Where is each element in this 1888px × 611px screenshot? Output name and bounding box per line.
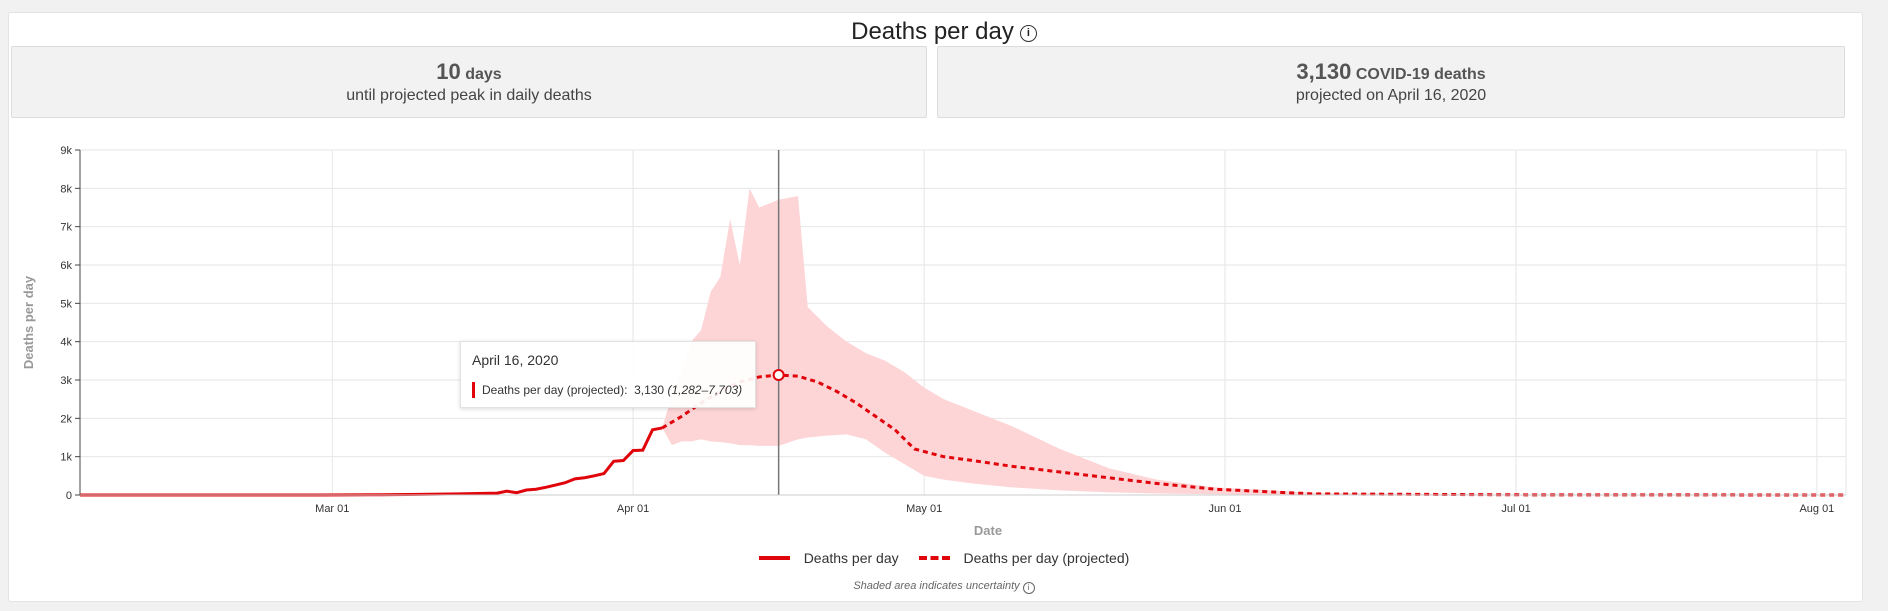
legend-projected-label: Deaths per day (projected) [963,550,1130,566]
x-tick-label: May 01 [906,503,942,515]
y-axis-title: Deaths per day [21,275,36,369]
x-tick-label: Aug 01 [1799,503,1834,515]
tick-labels: 0 1k 2k 3k 4k 5k 6k 7k 8k 9k Mar 01 Apr 01 May 01 Jun… [60,145,1834,515]
legend-item-actual[interactable]: Deaths per day [758,550,899,566]
y-tick-label: 7k [60,222,72,234]
tooltip-label: Deaths per day (projected): [482,383,628,397]
tooltip-date: April 16, 2020 [472,352,559,368]
x-tick-label: Mar 01 [315,503,349,515]
uncertainty-footnote: Shaded area indicates uncertainty i [0,580,1888,594]
y-tick-label: 0 [66,490,72,502]
tooltip: April 16, 2020 Deaths per day (projected… [460,341,756,408]
chart-title-text: Deaths per day [851,18,1014,45]
peak-countdown-panel: 10 days until projected peak in daily de… [11,46,927,118]
y-tick-label: 6k [60,260,72,272]
days-unit: days [465,66,502,83]
peak-deaths-value: 3,130 [1296,59,1352,84]
y-tick-label: 3k [60,375,72,387]
series-deaths-per-day-line [80,426,663,497]
chart-legend: Deaths per day Deaths per day (projected… [0,547,1888,566]
x-tick-label: Jul 01 [1501,503,1530,515]
tooltip-range: (1,282–7,703) [667,383,743,397]
chart-title: Deaths per day i [0,18,1888,46]
series-deaths-per-day-projected-line [661,373,1847,497]
days-until-peak-value: 10 [436,59,461,84]
peak-deaths-unit: COVID-19 deaths [1355,66,1486,83]
y-tick-label: 1k [60,452,72,464]
peak-deaths-caption: projected on April 16, 2020 [1295,87,1487,104]
footnote-info-icon[interactable]: i [1022,582,1035,594]
tooltip-series-marker [472,382,475,398]
days-caption: until projected peak in daily deaths [346,87,592,104]
deaths-chart[interactable]: 0 1k 2k 3k 4k 5k 6k 7k 8k 9k Mar 01 Apr 01 May 01 Jun… [0,0,1888,540]
highlight-point[interactable] [772,369,785,382]
legend-item-projected[interactable]: Deaths per day (projected) [918,550,1130,566]
info-icon[interactable]: i [1019,25,1037,42]
x-tick-label: Apr 01 [617,503,649,515]
legend-dashed-swatch [918,556,950,560]
uncertainty-band [662,188,1847,496]
legend-actual-label: Deaths per day [803,550,899,566]
footnote-text: Shaded area indicates uncertainty [853,580,1020,592]
tooltip-value: 3,130 [634,383,665,397]
y-tick-label: 2k [60,413,72,425]
y-tick-label: 8k [60,183,72,195]
x-tick-label: Jun 01 [1208,503,1241,515]
chart-axes [79,150,1846,496]
x-axis-title: Date [974,523,1002,538]
y-tick-label: 5k [60,298,72,310]
tooltip-row: Deaths per day (projected): 3,130 (1,282… [482,383,742,397]
legend-solid-swatch [758,556,790,560]
y-tick-label: 9k [60,145,72,157]
peak-deaths-panel: 3,130 COVID-19 deaths projected on April… [937,46,1845,118]
y-tick-label: 4k [60,337,72,349]
